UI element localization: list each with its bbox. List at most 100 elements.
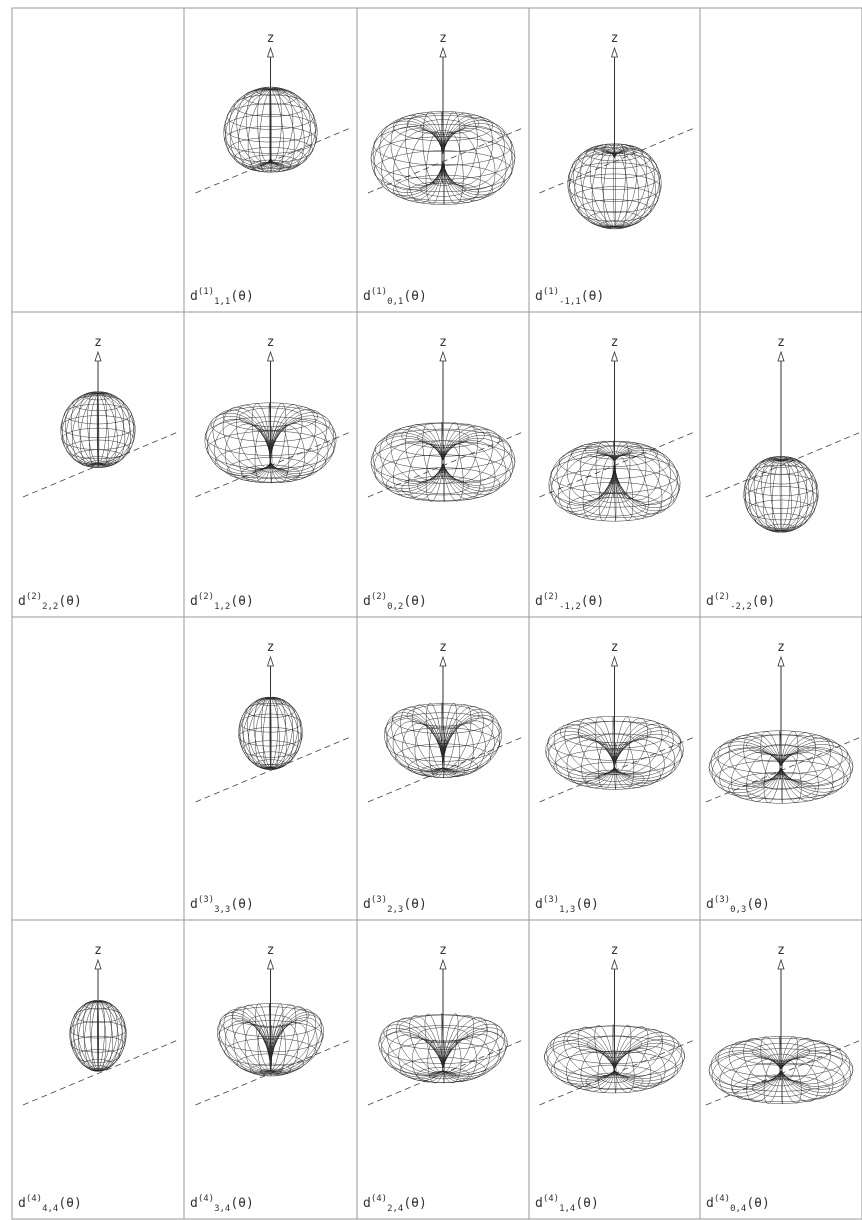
label-superscript: (3) [371,895,387,905]
mesh-line [442,111,461,184]
mesh-line [442,112,478,185]
z-label: z [94,943,102,958]
mesh-line [566,443,615,501]
panel-label: d(2)-2,2(θ) [706,592,775,612]
label-subscript: 0,2 [387,602,403,612]
mesh-line [780,460,783,534]
argument: (θ) [403,897,426,912]
mesh-line [270,402,287,469]
panel-label: d(3)2,3(θ) [363,895,427,915]
panel: z d(2)-2,2(θ) [705,335,862,612]
panel-label: d(1)1,1(θ) [190,287,254,307]
mesh-line [270,698,280,770]
panel-label: d(4)4,4(θ) [18,1194,82,1214]
z-arrow [610,46,619,58]
function-symbol: d [706,897,714,912]
mesh-line [554,1046,615,1087]
mesh-line [97,391,117,464]
mesh-line [97,392,135,466]
mesh-line [97,391,108,464]
label-subscript: -2,2 [730,602,752,612]
panel: z d(4)0,4(θ) [705,943,862,1214]
mesh-line [614,447,678,505]
argument: (θ) [403,1196,426,1211]
panel-label: d(3)1,3(θ) [535,895,599,915]
panel: z d(4)1,4(θ) [535,943,695,1214]
z-arrow [439,46,447,58]
label-subscript: 1,4 [559,1204,575,1214]
mesh-line [398,1036,444,1081]
mesh-line [442,443,481,500]
mesh-line [270,87,294,164]
label-superscript: (4) [543,1194,559,1204]
mesh-line [270,1003,284,1071]
function-symbol: d [535,594,543,609]
label-superscript: (4) [198,1194,214,1204]
mesh-line [614,150,661,228]
mesh-line [614,442,647,499]
y-axis-line [539,127,695,194]
mesh-line [409,1015,444,1073]
z-arrow [94,958,102,970]
label-superscript: (3) [543,895,559,905]
mesh-line [424,1013,444,1073]
mesh-line [614,445,671,503]
label-superscript: (4) [714,1194,730,1204]
z-arrow [266,958,275,970]
mesh-line [780,1036,799,1081]
mesh-line [731,751,782,800]
mesh-line [442,1020,499,1074]
mesh-line [573,146,615,228]
mesh-line [717,738,782,785]
mesh-line [589,144,615,227]
label-superscript: (1) [371,287,387,297]
function-symbol: d [190,289,198,304]
mesh-line [614,144,638,227]
mesh-line [442,435,516,489]
y-axis-line [705,1039,862,1106]
argument: (θ) [581,594,604,609]
mesh-line [244,1023,271,1076]
function-symbol: d [535,289,543,304]
mesh-line [270,423,319,481]
mesh-line [255,1003,271,1071]
mesh-line [412,704,444,770]
label-subscript: 2,4 [387,1204,403,1214]
mesh-line [212,409,271,471]
argument: (θ) [746,1196,769,1211]
y-axis-line [705,736,862,803]
panel: z d(4)3,4(θ) [190,943,351,1214]
label-subscript: -1,2 [559,602,581,612]
mesh-line [442,1030,506,1078]
label-superscript: (2) [198,592,214,602]
mesh-line [728,735,782,783]
mesh-line [425,132,444,205]
mesh-line [614,147,660,228]
panel: z d(2)0,2(θ) [363,335,524,612]
label-superscript: (2) [371,592,387,602]
mesh-line [567,173,662,202]
mesh-line [270,404,303,469]
panel: z d(4)2,4(θ) [363,943,524,1214]
mesh-line [270,89,284,173]
mesh-line [405,424,444,481]
label-subscript: 0,4 [730,1204,746,1214]
label-subscript: 4,4 [42,1204,58,1214]
y-axis-line [195,127,351,194]
z-label: z [611,943,619,958]
label-subscript: -1,1 [559,297,581,307]
mesh-line [370,123,444,193]
label-superscript: (3) [714,895,730,905]
panel: z d(3)2,3(θ) [363,640,524,915]
label-subscript: 0,3 [730,905,746,915]
y-axis-line [367,127,524,194]
mesh-line [614,1035,682,1080]
mesh-line [270,88,317,168]
argument: (θ) [581,289,604,304]
mesh-line [427,1039,444,1084]
mesh-line [79,393,99,468]
mesh-line [269,86,271,164]
mesh-line [614,152,628,229]
